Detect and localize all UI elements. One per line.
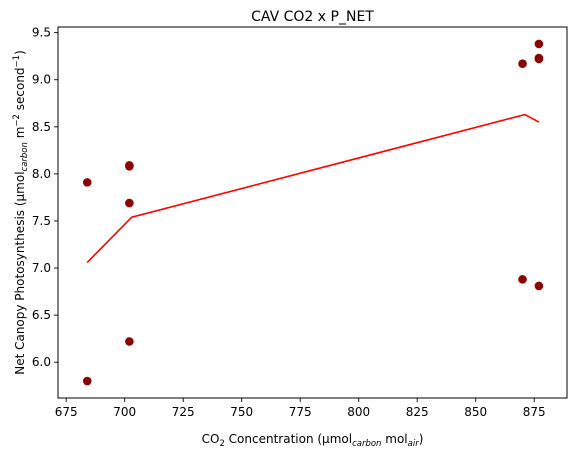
y-tick-label: 9.0 (32, 73, 51, 87)
x-tick-label: 850 (464, 405, 487, 419)
scatter-point (82, 178, 92, 187)
y-axis: 6.0 6.5 7.0 7.5 8.0 8.5 9.0 9.5 (32, 26, 58, 369)
y-tick-label: 8.0 (32, 167, 51, 181)
scatter-point (82, 376, 92, 386)
scatter-point (534, 53, 544, 63)
chart-title: CAV CO2 x P_NET (251, 9, 374, 25)
scatter-point (125, 161, 134, 170)
y-tick-label: 6.5 (32, 308, 51, 322)
x-tick-label: 775 (289, 405, 312, 419)
x-tick-label: 750 (230, 405, 253, 419)
axes-frame (57, 26, 568, 399)
plot-area (82, 39, 544, 386)
trend-line (86, 113, 540, 263)
scatter-point (534, 39, 544, 49)
scatter-point (534, 281, 544, 291)
scatter-point (518, 59, 527, 69)
scatter-point (518, 275, 527, 284)
y-tick-label: 7.0 (32, 261, 51, 275)
x-tick-label: 675 (55, 405, 78, 419)
y-axis-title: Net Canopy Photosynthesis (µmolcarbon m−… (12, 50, 30, 375)
x-tick-label: 725 (172, 405, 195, 419)
scatter-point (125, 198, 134, 208)
y-tick-label: 8.5 (32, 120, 51, 134)
x-axis: 675 700 725 750 775 800 825 850 875 (55, 398, 546, 419)
x-tick-label: 875 (523, 405, 546, 419)
x-axis-title: CO2 Concentration (µmolcarbon molair) (202, 432, 424, 449)
x-tick-label: 700 (113, 405, 136, 419)
x-tick-label: 825 (406, 405, 429, 419)
x-tick-label: 800 (347, 405, 370, 419)
scatter-point (125, 337, 134, 346)
y-tick-label: 9.5 (32, 26, 51, 40)
y-tick-label: 6.0 (32, 355, 51, 369)
y-tick-label: 7.5 (32, 214, 51, 228)
